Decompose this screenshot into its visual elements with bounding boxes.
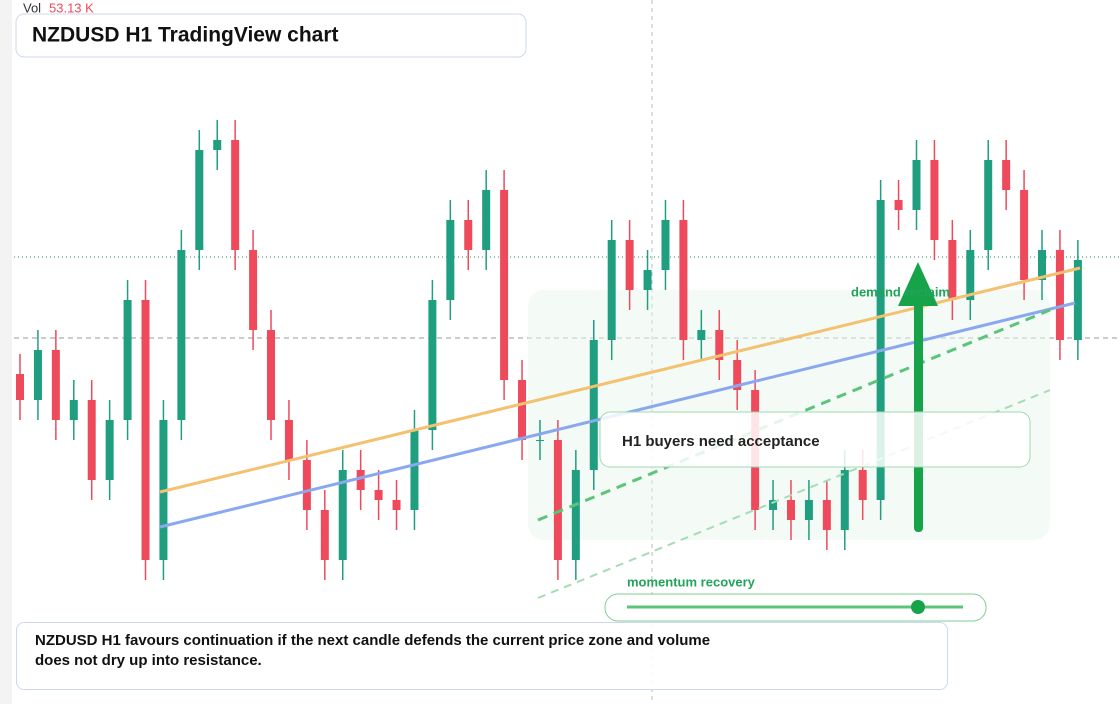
vol-label: Vol (23, 0, 41, 15)
annotation: demand reclaim (851, 284, 950, 299)
candle-body (643, 270, 652, 290)
candle-body (625, 240, 634, 290)
candle-body (715, 330, 724, 360)
candle-body (177, 250, 186, 420)
slider-knob (911, 600, 925, 614)
candle-body (267, 330, 276, 420)
candle-body (141, 300, 150, 560)
candle-body (1020, 190, 1029, 280)
candle-body (338, 470, 347, 560)
candle-body (1002, 160, 1011, 190)
candle-body (213, 140, 222, 150)
candle-body (123, 300, 132, 420)
candle-body (500, 190, 509, 380)
candle-body (679, 220, 688, 340)
candle-body (284, 420, 293, 460)
candle-body (912, 160, 921, 210)
candle-body (410, 430, 419, 510)
candle-body (518, 380, 527, 440)
candle-body (966, 250, 975, 300)
callout-text: H1 buyers need acceptance (622, 433, 820, 450)
caption: NZDUSD H1 favours continuation if the ne… (35, 632, 711, 669)
candle-body (428, 300, 437, 430)
candle-body (535, 440, 544, 441)
candle-body (553, 440, 562, 560)
candle-body (661, 220, 670, 270)
candle-body (249, 250, 258, 330)
candle-body (840, 470, 849, 530)
candle-body (804, 500, 813, 520)
title: NZDUSD H1 TradingView chart (32, 24, 339, 47)
candle-body (858, 470, 867, 500)
candle-body (482, 190, 491, 250)
arrow-head (898, 262, 938, 306)
drawings: demand reclaim H1 buyers need acceptance… (159, 262, 1081, 622)
candle-body (786, 500, 795, 520)
candle-body (446, 220, 455, 300)
candle-body (948, 240, 957, 300)
candle-body (105, 420, 114, 480)
candle-body (1055, 250, 1064, 340)
candle-body (1073, 260, 1082, 340)
candle-body (320, 510, 329, 560)
candle-body (984, 160, 993, 250)
candle-body (697, 330, 706, 340)
vol-value: 53.13 K (49, 0, 94, 15)
candle-body (392, 500, 401, 510)
candle-body (589, 340, 598, 470)
candle-body (69, 400, 78, 420)
candle-body (374, 490, 383, 500)
candle-body (571, 470, 580, 560)
candle-body (769, 500, 778, 510)
side-strip (0, 0, 12, 704)
annotation: momentum recovery (627, 574, 756, 589)
candle-body (930, 160, 939, 240)
candle-body (894, 200, 903, 210)
candle-body (733, 360, 742, 390)
candle-body (16, 374, 24, 400)
title-box (15, 13, 527, 58)
candle-body (231, 140, 240, 250)
candle-body (33, 350, 42, 400)
candle-body (356, 470, 365, 490)
candle-body (195, 150, 204, 250)
candle-body (302, 460, 311, 510)
candle-body (607, 240, 616, 340)
candle-body (51, 350, 60, 420)
candle-body (822, 500, 831, 530)
caption-box: NZDUSD H1 favours continuation if the ne… (16, 622, 948, 690)
candle-body (1038, 250, 1047, 280)
callout (599, 411, 1031, 468)
candle-body (87, 400, 96, 480)
candle-body (464, 220, 473, 250)
